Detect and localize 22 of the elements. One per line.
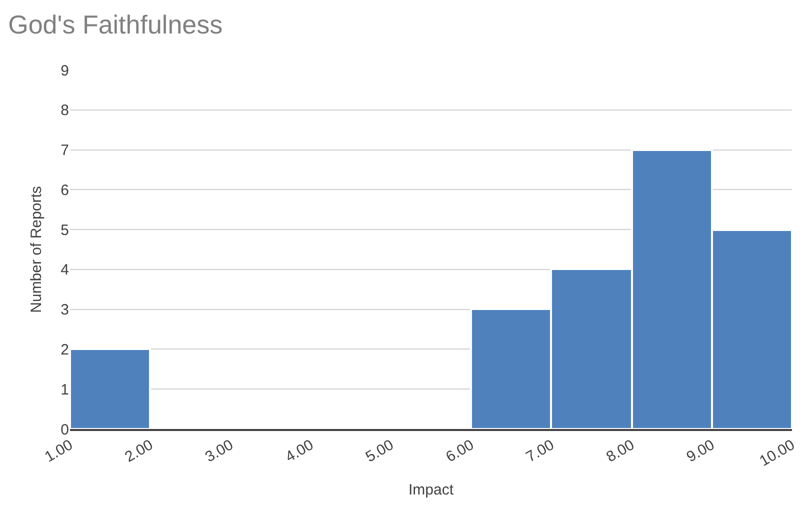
- y-tick-label: 9: [60, 62, 69, 80]
- y-tick-label: 1: [60, 381, 69, 398]
- chart-title: God's Faithfulness: [8, 9, 223, 40]
- x-axis-title: Impact: [408, 481, 454, 498]
- x-tick-label: 9.00: [684, 436, 718, 466]
- x-tick-label: 5.00: [362, 436, 397, 466]
- x-tick-label: 3.00: [202, 436, 236, 466]
- x-tick-label: 6.00: [443, 436, 477, 466]
- y-tick-label: 4: [60, 262, 69, 279]
- x-tick-label: 7.00: [523, 436, 558, 466]
- x-tick-label: 1.00: [42, 436, 76, 466]
- y-tick-label: 6: [60, 182, 69, 199]
- x-tick-label: 2.00: [122, 436, 156, 466]
- y-tick-label: 3: [60, 302, 69, 319]
- y-axis-title: Number of Reports: [28, 186, 45, 313]
- y-tick-label: 8: [60, 102, 69, 120]
- y-tick-label: 7: [60, 142, 69, 160]
- x-tick-label: 8.00: [604, 436, 638, 466]
- y-tick-label: 2: [60, 341, 69, 358]
- y-tick-label: 0: [60, 421, 69, 438]
- x-tick-label: 4.00: [282, 436, 316, 466]
- y-tick-label: 5: [60, 222, 69, 239]
